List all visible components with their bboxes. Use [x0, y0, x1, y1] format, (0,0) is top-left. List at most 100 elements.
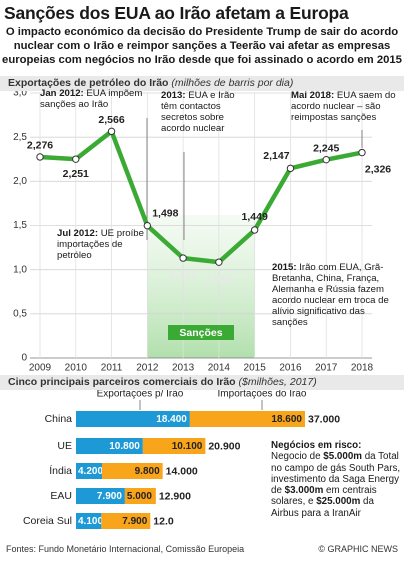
value-label: 2,251	[63, 168, 89, 180]
title: Sanções dos EUA ao Irão afetam a Europa	[4, 3, 349, 23]
note-text: $5.000m	[323, 451, 362, 463]
bar-value-label: 4.200	[78, 466, 103, 477]
annotation-text: EUA e Irão têm contactos secretos sobre …	[161, 90, 235, 134]
y-tick-label: 1,0	[13, 264, 27, 275]
bar-value-label: 18.400	[156, 414, 187, 425]
bar-segment	[76, 488, 125, 504]
data-point	[179, 254, 187, 262]
bar-value-label: 9.800	[135, 466, 160, 477]
value-label: 1,131	[170, 269, 196, 281]
band-label-bg	[168, 325, 234, 340]
annotation: 2013: EUA e Irão têm contactos secretos …	[161, 90, 241, 134]
data-point	[286, 164, 295, 173]
annotation-text: UE proíbe importações de petróleo	[57, 228, 144, 261]
data-point	[107, 127, 116, 136]
annotation: 2015: Irão com EUA, Grã-Bretanha, China,…	[272, 262, 402, 328]
x-tick-label: 2017	[315, 363, 338, 374]
total-label: 12.0	[153, 515, 174, 527]
bar-segment	[76, 463, 102, 479]
category-label: UE	[57, 440, 72, 452]
data-point	[72, 155, 80, 163]
annotation-label: Jan 2012:	[40, 88, 84, 99]
y-tick-label: 2,0	[13, 176, 27, 187]
x-tick-label: 2009	[29, 363, 52, 374]
legend-label: Importações do Irão	[218, 389, 307, 400]
category-label: Coreia Sul	[23, 515, 72, 527]
chart-unit: (milhões de barris por dia)	[171, 77, 294, 89]
note-text: $3.000m	[284, 485, 324, 497]
annotation-text: EUA impõem sanções ao Irão	[40, 88, 143, 110]
category-label: Índia	[49, 464, 72, 477]
value-label: 2,147	[263, 150, 289, 162]
chart-title-bar: Exportações de petróleo do Irão (milhões…	[0, 76, 404, 91]
total-label: 14.000	[166, 465, 198, 477]
annotation-label: Mai 2018:	[291, 90, 335, 101]
band-label: Sanções	[179, 327, 222, 339]
y-tick-label: 0	[21, 353, 27, 364]
annotation: Mai 2018: EUA saem do acordo nuclear – s…	[291, 90, 401, 123]
total-label: 12.900	[159, 490, 191, 502]
note-text: $25.000m	[316, 496, 361, 508]
y-tick-label: 0,5	[13, 308, 27, 319]
x-tick-label: 2010	[65, 363, 88, 374]
value-label: 1,449	[242, 211, 268, 223]
bar-value-label: 10.100	[172, 441, 203, 452]
annotation-text: Irão com EUA, Grã-Bretanha, China, Franç…	[272, 262, 389, 328]
source: Fontes: Fundo Monetário Internacional, C…	[6, 544, 245, 554]
value-label: 1,498	[152, 207, 178, 219]
bar-value-label: 5.000	[127, 491, 152, 502]
bar-segment	[76, 513, 102, 529]
data-point	[322, 155, 330, 164]
bar-value-label: 7.900	[97, 491, 122, 502]
x-tick-label: 2016	[279, 363, 302, 374]
bar-segment	[101, 513, 151, 529]
annotation: Jul 2012: UE proíbe importações de petró…	[57, 228, 147, 261]
bar-value-label: 10.800	[109, 441, 140, 452]
note-text: da Airbus para a IranAir	[271, 496, 374, 519]
legend-label: Exportações p/ Irão	[97, 389, 184, 400]
x-tick-label: 2015	[244, 363, 267, 374]
bar-segment	[142, 438, 206, 454]
x-tick-label: 2012	[136, 363, 159, 374]
data-point	[250, 226, 259, 234]
chart-title: Exportações de petróleo do Irão	[8, 77, 169, 89]
y-tick-label: 2,5	[13, 132, 27, 143]
y-tick-label: 3,0	[13, 88, 27, 99]
data-point	[358, 148, 366, 157]
category-label: EAU	[50, 490, 72, 502]
note-text: da Total no campo de gás South Pars, inv…	[271, 451, 401, 497]
bar-value-label: 4.100	[78, 516, 103, 527]
bar-segment	[76, 438, 143, 454]
value-label: 1,085	[206, 273, 232, 285]
bar-segment	[101, 463, 163, 479]
note-title: Negócios em risco:	[271, 440, 362, 451]
credit: © GRAPHIC NEWS	[318, 544, 398, 554]
total-label: 37.000	[308, 413, 340, 425]
category-label: China	[45, 413, 73, 425]
y-tick-label: 1,5	[13, 220, 27, 231]
annotation-text: EUA saem do acordo nuclear – são reimpos…	[291, 90, 396, 123]
value-label: 2,276	[27, 140, 53, 152]
bar-segment	[124, 488, 156, 504]
annotation-label: 2013:	[161, 90, 186, 101]
value-label: 2,566	[98, 114, 124, 126]
chart-title-bar: Cinco principais parceiros comerciais do…	[0, 375, 404, 390]
bar-segment	[189, 411, 305, 427]
data-point	[143, 221, 152, 230]
data-point	[215, 258, 223, 266]
subtitle: O impacto económico da decisão do Presid…	[2, 26, 402, 66]
x-tick-label: 2018	[351, 363, 374, 374]
value-label: 2,245	[313, 142, 339, 154]
annotation: Jan 2012: EUA impõem sanções ao Irão	[40, 88, 145, 110]
bar-segment	[76, 411, 190, 427]
note: Negócios em risco: Negocio de $5.000m da …	[271, 440, 403, 519]
data-line	[39, 129, 363, 265]
bar-value-label: 18.600	[271, 414, 302, 425]
x-tick-label: 2011	[101, 363, 123, 374]
annotation-label: 2015:	[272, 262, 297, 273]
total-label: 20.900	[208, 440, 240, 452]
value-label: 2,326	[365, 163, 391, 175]
chart-title: Cinco principais parceiros comerciais do…	[8, 376, 236, 388]
